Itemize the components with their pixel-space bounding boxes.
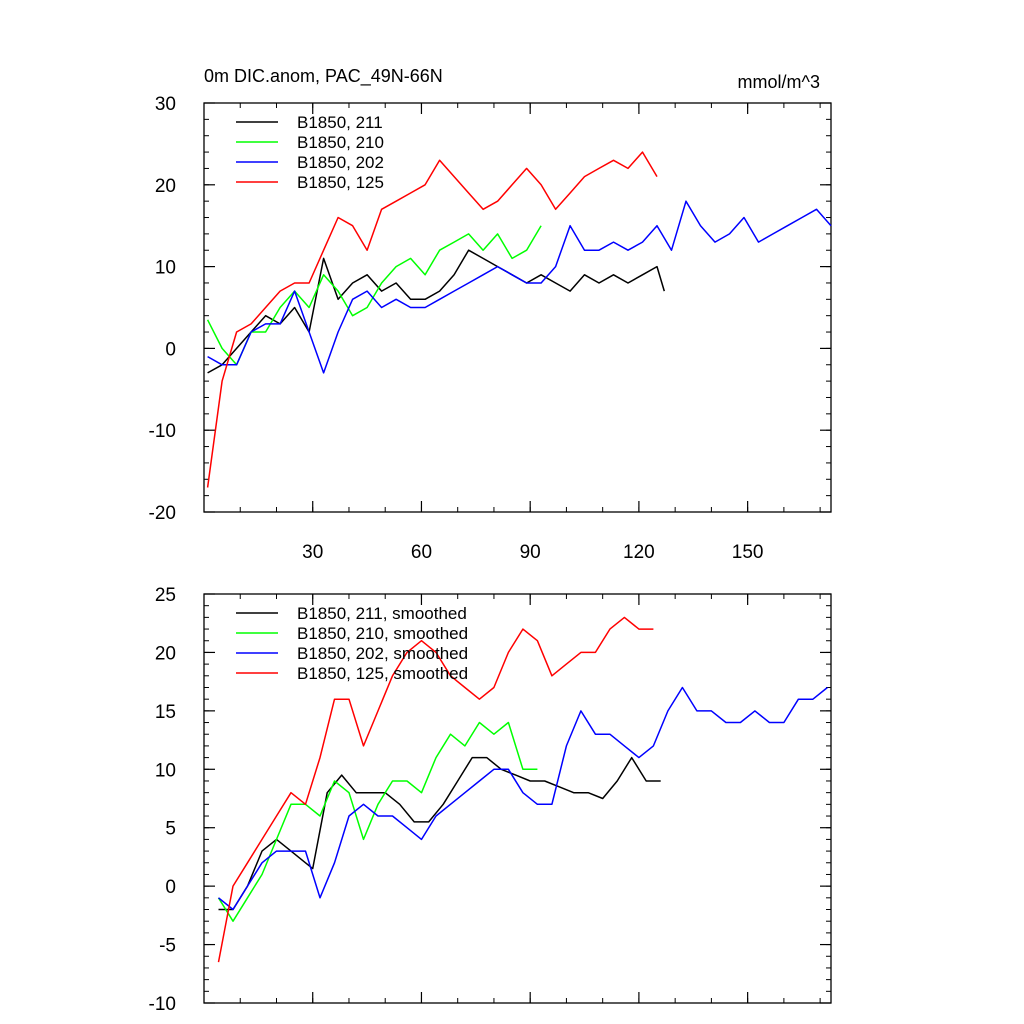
series-line-1 xyxy=(206,225,542,366)
series-line-3 xyxy=(217,616,654,963)
y-tick-label: 15 xyxy=(155,702,176,723)
legend-label: B1850, 211, smoothed xyxy=(297,604,467,623)
units-label: mmol/m^3 xyxy=(738,72,820,92)
x-tick-label: 120 xyxy=(623,542,655,563)
series-line-0 xyxy=(207,249,666,374)
legend-label: B1850, 125 xyxy=(297,173,384,192)
y-tick-label: 25 xyxy=(155,585,176,606)
legend-label: B1850, 202 xyxy=(297,153,384,172)
legend-label: B1850, 211 xyxy=(297,113,383,132)
x-tick-label: 90 xyxy=(520,542,541,563)
y-tick-label: 0 xyxy=(165,339,176,360)
y-tick-label: 10 xyxy=(155,760,176,781)
series-line-2 xyxy=(218,686,828,911)
series-line-3 xyxy=(206,151,658,488)
y-tick-label: -10 xyxy=(149,994,176,1015)
y-tick-label: -5 xyxy=(159,936,176,957)
x-tick-label: 150 xyxy=(732,542,764,563)
y-tick-label: 20 xyxy=(155,643,176,664)
y-tick-label: -10 xyxy=(149,421,176,442)
legend-label: B1850, 125, smoothed xyxy=(297,664,468,683)
legend-label: B1850, 210, smoothed xyxy=(297,624,468,643)
legend-label: B1850, 210 xyxy=(297,133,384,152)
y-tick-label: 10 xyxy=(155,258,176,279)
y-tick-label: 0 xyxy=(165,877,176,898)
x-tick-label: 60 xyxy=(411,542,432,563)
legend-label: B1850, 202, smoothed xyxy=(297,644,468,663)
y-tick-label: 20 xyxy=(155,176,176,197)
plot-frame xyxy=(203,102,832,513)
series-line-2 xyxy=(207,200,832,374)
chart-title: 0m DIC.anom, PAC_49N-66N xyxy=(204,66,443,87)
plot-frame xyxy=(203,593,832,1004)
y-tick-label: 30 xyxy=(155,94,176,115)
x-tick-label: 30 xyxy=(302,542,323,563)
series-line-1 xyxy=(217,721,538,922)
series-line-0 xyxy=(218,756,661,911)
y-tick-label: -20 xyxy=(149,503,176,524)
y-tick-label: 5 xyxy=(165,819,176,840)
